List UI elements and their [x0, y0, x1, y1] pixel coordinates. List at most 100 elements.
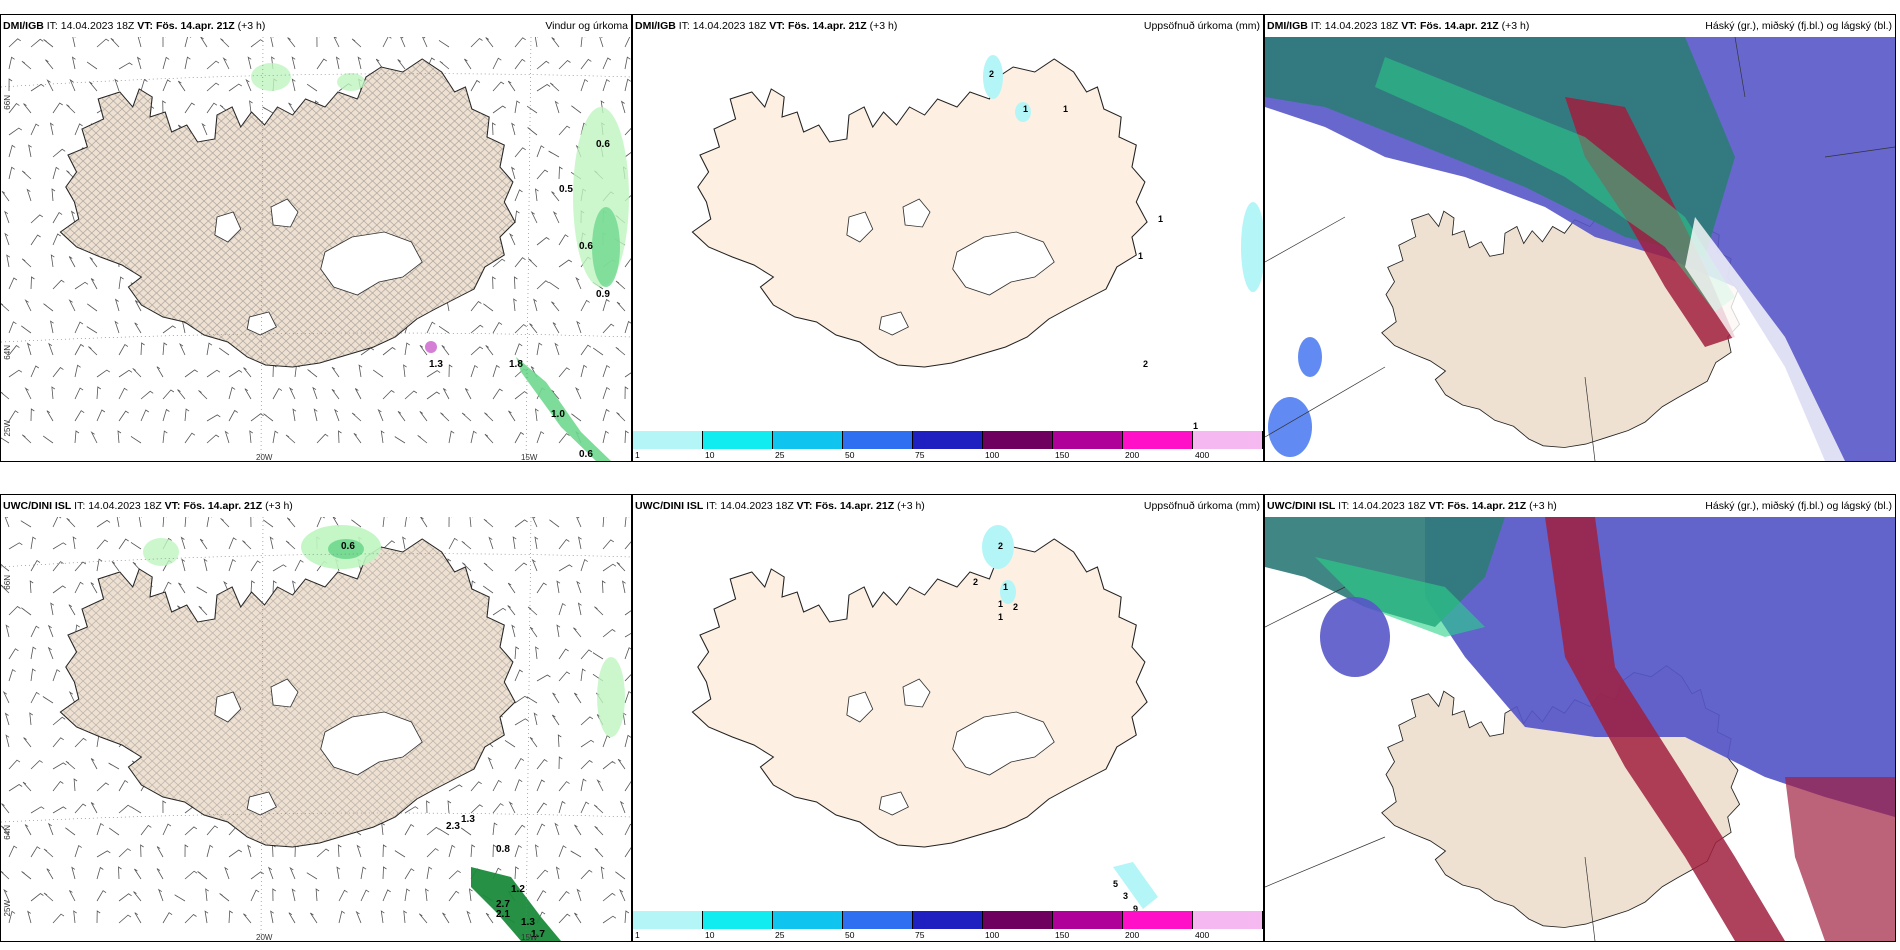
wind-barb [488, 536, 494, 550]
model-source: UWC/DINI ISL [1267, 500, 1336, 512]
wind-barb [184, 56, 191, 70]
wind-barb [536, 60, 550, 70]
wind-barb [269, 536, 274, 550]
wind-barb [294, 559, 304, 572]
wind-barb [29, 712, 34, 726]
wind-barb [425, 888, 429, 902]
wind-barb [68, 299, 76, 312]
wind-barb [483, 303, 494, 312]
colorbar-tick-label: 100 [985, 450, 1000, 460]
wind-barb [578, 536, 582, 550]
wind-barb [536, 84, 551, 92]
wind-barb [73, 910, 77, 924]
wind-barb [624, 690, 631, 704]
precip-value-label: 1 [1193, 421, 1198, 431]
colorbar: 1 10 25 50 75 100 150 200 400 [633, 911, 1263, 941]
wind-barb [462, 562, 472, 572]
wind-barb [285, 540, 296, 550]
wind-barb [48, 342, 54, 356]
wind-barb [439, 60, 450, 70]
wind-barb [96, 866, 104, 880]
wind-barb [527, 606, 538, 616]
wind-barb [403, 364, 407, 378]
wind-barb [30, 123, 40, 136]
wind-barb [536, 342, 543, 356]
wind-barb [377, 408, 384, 422]
wind-barb [514, 37, 526, 48]
wind-barb [602, 57, 612, 70]
wind-barb [602, 408, 610, 422]
grid-lines [1, 517, 631, 941]
wind-barb [118, 914, 132, 924]
wind-barb [1, 190, 10, 202]
wind-barb [419, 344, 428, 356]
wind-barb [72, 536, 77, 550]
colorbar-swatch [1123, 911, 1193, 929]
wind-barb [624, 780, 631, 792]
wind-barb [96, 850, 111, 858]
wind-barb [272, 844, 276, 858]
wind-barb [162, 342, 168, 356]
wind-barb [1, 870, 10, 880]
colorbar-swatch [983, 911, 1053, 929]
wind-barb [52, 148, 66, 158]
wind-barb [262, 106, 274, 114]
wind-barb [514, 758, 525, 770]
wind-barb [118, 848, 131, 858]
wind-barb [580, 299, 590, 312]
wind-barb [250, 580, 255, 594]
wind-barb [624, 56, 631, 70]
wind-barb [108, 762, 120, 770]
precip-value-label: 2.3 [446, 821, 460, 832]
wind-barb [382, 517, 388, 528]
wind-barb [417, 435, 428, 444]
wind-barb [375, 58, 384, 70]
colorbar-swatch [1193, 431, 1263, 449]
precip-value-label: 0.6 [579, 449, 593, 460]
colorbar-tick-label: 50 [845, 450, 855, 460]
wind-barb [140, 342, 145, 356]
wind-barb [420, 517, 428, 528]
wind-barb [624, 127, 631, 136]
valid-time-label: VT: [1428, 500, 1445, 512]
wind-barb [86, 61, 98, 70]
wind-barb [184, 913, 197, 924]
wind-barb [580, 364, 588, 378]
wind-barb [558, 259, 573, 268]
wind-barb [580, 739, 595, 748]
wind-barb [615, 871, 626, 880]
wind-barb [30, 646, 37, 660]
colorbar-tick-label: 400 [1195, 930, 1210, 940]
wind-barb [602, 629, 616, 638]
colorbar-swatch [633, 431, 703, 449]
precip-value-label: 1 [1158, 214, 1163, 224]
colorbar-swatch [703, 431, 773, 449]
wind-barb [624, 823, 631, 836]
wind-barb [470, 804, 483, 814]
wind-barb [116, 517, 121, 528]
wind-barb [1, 391, 10, 400]
wind-barb [353, 432, 362, 444]
wind-barb [536, 802, 548, 814]
wind-barb [617, 758, 626, 770]
wind-barb [250, 39, 264, 48]
wind-barb [118, 780, 129, 792]
wind-barb [87, 303, 98, 312]
valid-time: Fös. 14.apr. 21Z [815, 500, 895, 512]
wind-barb [156, 846, 164, 858]
wind-barb [616, 561, 626, 572]
wind-barb [507, 605, 516, 616]
wind-barb [21, 170, 32, 180]
wind-barb [250, 517, 254, 528]
wind-barb [8, 910, 16, 924]
wind-barb [184, 844, 189, 858]
wind-barb [469, 517, 473, 528]
wind-barb [514, 669, 523, 682]
wind-barb [24, 387, 32, 400]
wind-barb [292, 580, 296, 594]
wind-barb [382, 540, 396, 550]
colorbar-tick-label: 150 [1055, 450, 1070, 460]
wind-barb [573, 692, 582, 704]
wind-barb [509, 232, 516, 246]
wind-barb [514, 844, 522, 858]
